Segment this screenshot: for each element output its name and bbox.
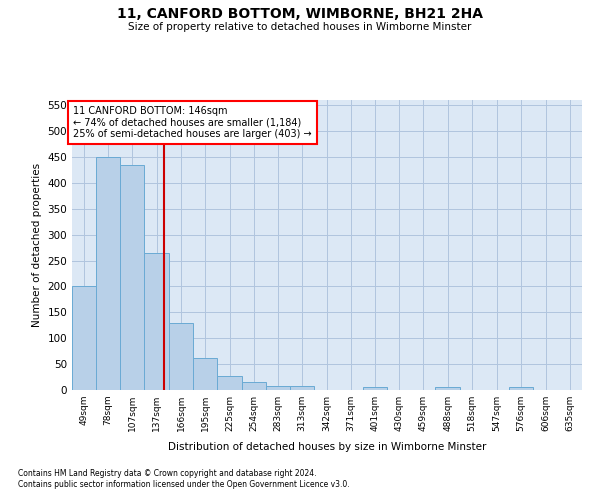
Bar bbox=[363, 387, 387, 390]
Text: 11, CANFORD BOTTOM, WIMBORNE, BH21 2HA: 11, CANFORD BOTTOM, WIMBORNE, BH21 2HA bbox=[117, 8, 483, 22]
Bar bbox=[509, 388, 533, 390]
Bar bbox=[290, 386, 314, 390]
Text: Distribution of detached houses by size in Wimborne Minster: Distribution of detached houses by size … bbox=[168, 442, 486, 452]
Bar bbox=[169, 322, 193, 390]
Bar bbox=[120, 164, 144, 390]
Bar bbox=[144, 253, 169, 390]
Bar bbox=[435, 388, 460, 390]
Bar bbox=[266, 386, 290, 390]
Text: Contains HM Land Registry data © Crown copyright and database right 2024.: Contains HM Land Registry data © Crown c… bbox=[18, 468, 317, 477]
Text: 11 CANFORD BOTTOM: 146sqm
← 74% of detached houses are smaller (1,184)
25% of se: 11 CANFORD BOTTOM: 146sqm ← 74% of detac… bbox=[73, 106, 312, 140]
Text: Contains public sector information licensed under the Open Government Licence v3: Contains public sector information licen… bbox=[18, 480, 350, 489]
Y-axis label: Number of detached properties: Number of detached properties bbox=[32, 163, 42, 327]
Bar bbox=[72, 286, 96, 390]
Bar bbox=[96, 157, 120, 390]
Bar bbox=[193, 358, 217, 390]
Bar bbox=[217, 376, 242, 390]
Bar bbox=[242, 382, 266, 390]
Text: Size of property relative to detached houses in Wimborne Minster: Size of property relative to detached ho… bbox=[128, 22, 472, 32]
